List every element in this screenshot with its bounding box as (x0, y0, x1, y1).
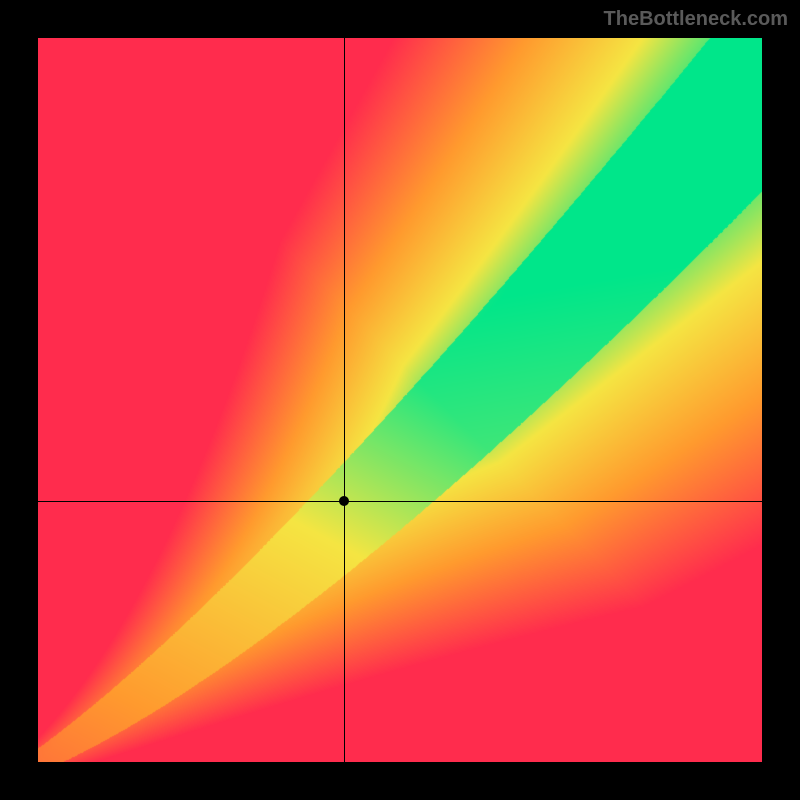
crosshair-horizontal (38, 501, 762, 502)
marker-dot (339, 496, 349, 506)
heatmap-canvas (38, 38, 762, 762)
watermark-text: TheBottleneck.com (604, 8, 788, 31)
heatmap-plot (38, 38, 762, 762)
crosshair-vertical (344, 38, 345, 762)
